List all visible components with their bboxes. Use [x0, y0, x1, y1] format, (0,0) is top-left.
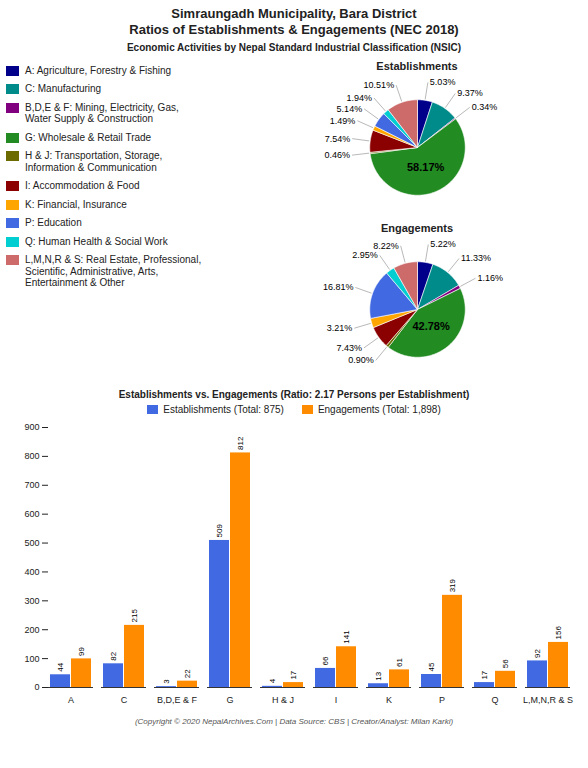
svg-text:141: 141	[342, 629, 351, 643]
html-text:Engagements: Engagements	[380, 221, 454, 234]
svg-text:Q: Q	[491, 694, 498, 704]
html-text:Establishments (Total: 875): Establishments (Total: 875)	[163, 403, 284, 415]
html-text:Q: Human Health & Social Work: Q: Human Health & Social Work	[25, 235, 168, 247]
svg-text:1.94%: 1.94%	[346, 92, 372, 102]
svg-text:812: 812	[236, 436, 245, 450]
svg-text:200: 200	[24, 624, 39, 634]
svg-text:13: 13	[374, 671, 383, 680]
html-text:H & J: Transportation, Storage: H & J: Transportation, Storage, Informat…	[25, 150, 163, 173]
svg-text:7.54%: 7.54%	[325, 133, 351, 143]
html-text:L,M,N,R & S: Real Estate, Prof: L,M,N,R & S: Real Estate, Professional, …	[25, 254, 202, 288]
svg-text:P: P	[439, 694, 445, 704]
svg-text:1.49%: 1.49%	[330, 115, 356, 125]
svg-text:82: 82	[109, 651, 118, 660]
svg-text:3: 3	[162, 678, 171, 683]
svg-text:L,M,N,R & S: L,M,N,R & S	[523, 694, 573, 704]
svg-text:509: 509	[215, 523, 224, 537]
html-text:P: Education: P: Education	[25, 217, 82, 228]
svg-text:10.51%: 10.51%	[364, 80, 395, 90]
svg-text:156: 156	[554, 625, 563, 639]
html-text:Establishments: Establishments	[376, 59, 458, 72]
svg-text:A: A	[68, 694, 74, 704]
svg-text:400: 400	[24, 566, 39, 576]
svg-text:44: 44	[56, 662, 65, 671]
html-text:B,D,E & F: Mining, Electricity: B,D,E & F: Mining, Electricity, Gas, Wat…	[25, 101, 179, 124]
svg-text:300: 300	[24, 595, 39, 605]
html-text:C: Manufacturing: C: Manufacturing	[25, 83, 102, 94]
html-text:G: Wholesale & Retail Trade: G: Wholesale & Retail Trade	[25, 131, 152, 143]
svg-text:319: 319	[448, 578, 457, 592]
svg-text:17: 17	[289, 670, 298, 679]
svg-text:17: 17	[480, 670, 489, 679]
svg-text:0.46%: 0.46%	[325, 150, 351, 160]
svg-text:1.16%: 1.16%	[477, 273, 503, 283]
svg-text:700: 700	[24, 480, 39, 490]
html-text:Economic Activities by Nepal S: Economic Activities by Nepal Standard In…	[126, 41, 462, 53]
html-text:Establishments vs. Engagements: Establishments vs. Engagements (Ratio: 2…	[118, 388, 470, 400]
svg-text:0: 0	[34, 682, 39, 692]
html-text:A: Agriculture, Forestry & Fis: A: Agriculture, Forestry & Fishing	[25, 64, 172, 76]
svg-text:I: I	[335, 694, 338, 704]
svg-text:42.78%: 42.78%	[412, 319, 450, 331]
html-text:Engagements (Total: 1,898): Engagements (Total: 1,898)	[317, 403, 441, 415]
svg-text:H & J: H & J	[272, 694, 294, 704]
svg-text:3.21%: 3.21%	[327, 323, 353, 333]
svg-text:16.81%: 16.81%	[323, 282, 354, 292]
svg-text:G: G	[226, 694, 233, 704]
svg-text:K: K	[386, 694, 392, 704]
svg-text:C: C	[121, 694, 128, 704]
svg-text:9.37%: 9.37%	[457, 88, 483, 98]
svg-text:100: 100	[24, 653, 39, 663]
svg-text:22: 22	[183, 668, 192, 677]
svg-text:56: 56	[501, 658, 510, 667]
svg-text:0.90%: 0.90%	[348, 355, 374, 365]
svg-text:5.14%: 5.14%	[337, 103, 363, 113]
svg-text:61: 61	[395, 657, 404, 666]
svg-text:7.43%: 7.43%	[336, 342, 362, 352]
svg-text:900: 900	[24, 422, 39, 432]
svg-text:2.95%: 2.95%	[352, 250, 378, 260]
html-text:I: Accommodation & Food: I: Accommodation & Food	[25, 180, 140, 191]
html-text:K: Financial, Insurance: K: Financial, Insurance	[25, 198, 127, 210]
svg-text:92: 92	[533, 648, 542, 657]
svg-text:600: 600	[24, 509, 39, 519]
svg-text:215: 215	[130, 608, 139, 622]
svg-text:0.34%: 0.34%	[472, 102, 498, 112]
svg-text:5.03%: 5.03%	[430, 77, 456, 87]
svg-text:99: 99	[77, 646, 86, 655]
html-text:(Copyright © 2020 NepalArchive: (Copyright © 2020 NepalArchives.Com | Da…	[134, 716, 454, 726]
svg-text:66: 66	[321, 655, 330, 664]
svg-text:45: 45	[427, 662, 436, 671]
svg-text:B,D,E & F: B,D,E & F	[157, 694, 198, 704]
svg-text:8.22%: 8.22%	[373, 240, 399, 250]
svg-text:500: 500	[24, 537, 39, 547]
svg-text:4: 4	[268, 678, 277, 683]
svg-text:58.17%: 58.17%	[407, 160, 445, 172]
svg-text:11.33%: 11.33%	[461, 253, 491, 263]
svg-text:800: 800	[24, 451, 39, 461]
html-text:Simraungadh Municipality, Bara: Simraungadh Municipality, Bara District …	[129, 6, 459, 38]
svg-text:5.22%: 5.22%	[430, 239, 456, 249]
